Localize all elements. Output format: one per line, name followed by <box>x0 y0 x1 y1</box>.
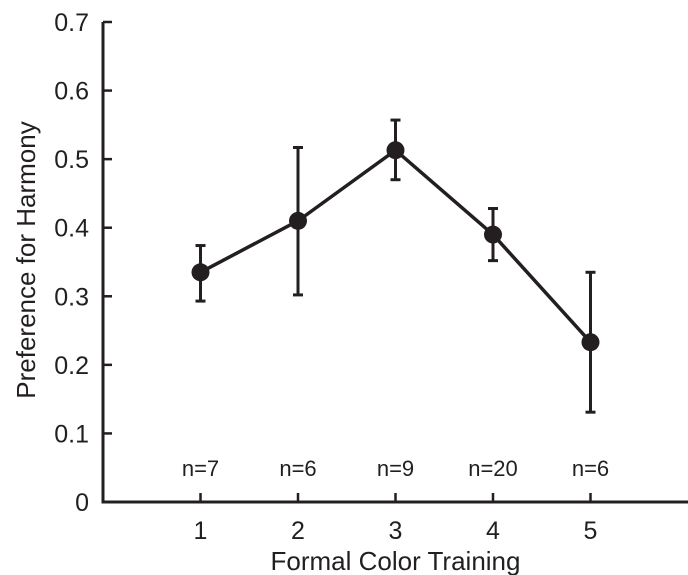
sample-size-labels: n=7 n=6 n=9 n=20 n=6 <box>182 456 609 481</box>
sample-size-label: n=6 <box>572 456 609 481</box>
sample-size-label: n=7 <box>182 456 219 481</box>
error-bars <box>195 118 596 414</box>
data-points <box>191 141 600 352</box>
y-axis-ticks: 0 0.1 0.2 0.3 0.4 0.5 0.6 0.7 <box>54 9 112 517</box>
data-point <box>386 141 405 160</box>
x-axis-title: Formal Color Training <box>271 546 521 575</box>
x-tick-label: 3 <box>389 517 403 545</box>
data-point <box>289 211 307 230</box>
y-tick-label: 0.6 <box>54 78 89 106</box>
x-tick-label: 1 <box>194 517 208 545</box>
y-tick-label: 0.7 <box>54 9 89 37</box>
sample-size-label: n=9 <box>377 456 414 481</box>
x-axis-ticks: 1 2 3 4 5 <box>194 493 598 545</box>
y-tick-label: 0 <box>75 489 89 517</box>
y-axis-title: Preference for Harmony <box>11 121 41 398</box>
y-tick-label: 0.5 <box>54 146 89 174</box>
x-tick-label: 5 <box>584 517 598 545</box>
y-tick-label: 0.4 <box>54 215 89 243</box>
y-tick-label: 0.2 <box>54 352 89 380</box>
x-tick-label: 4 <box>486 517 500 545</box>
y-tick-label: 0.1 <box>54 420 89 448</box>
x-tick-label: 2 <box>291 517 305 545</box>
data-point <box>191 263 210 282</box>
data-point <box>581 333 600 352</box>
sample-size-label: n=6 <box>279 456 316 481</box>
y-tick-label: 0.3 <box>54 283 89 311</box>
axes <box>101 22 688 504</box>
data-point <box>484 225 502 244</box>
sample-size-label: n=20 <box>468 456 518 481</box>
